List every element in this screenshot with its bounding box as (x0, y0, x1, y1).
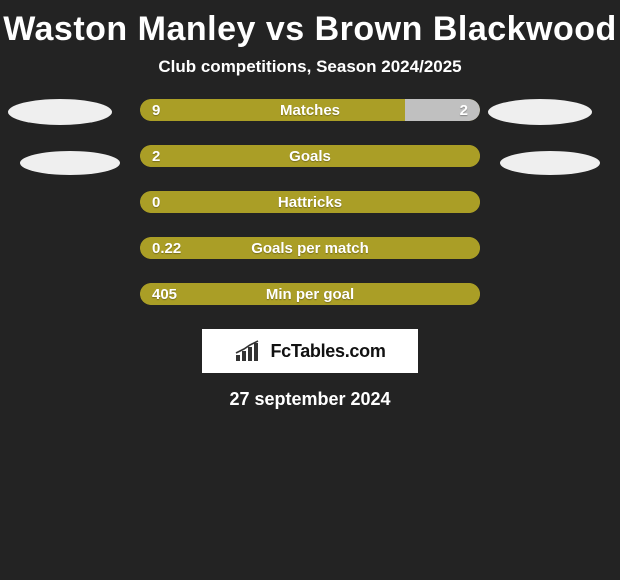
stat-label: Goals (140, 145, 480, 167)
chart-icon (234, 339, 264, 363)
decor-oval (8, 99, 112, 125)
stats-area: 92Matches 2Goals 0Hattricks 0.22Goals per m… (0, 99, 620, 305)
logo-badge: FcTables.com (202, 329, 418, 373)
stat-row: 0.22Goals per match (0, 237, 620, 259)
stat-row: 405Min per goal (0, 283, 620, 305)
page-title: Waston Manley vs Brown Blackwood (0, 4, 620, 57)
stat-row: 0Hattricks (0, 191, 620, 213)
stat-label: Matches (140, 99, 480, 121)
logo-text: FcTables.com (270, 341, 385, 362)
comparison-card: Waston Manley vs Brown Blackwood Club co… (0, 0, 620, 410)
stat-bar: 405Min per goal (140, 283, 480, 305)
stat-bar: 2Goals (140, 145, 480, 167)
stat-label: Min per goal (140, 283, 480, 305)
stat-label: Goals per match (140, 237, 480, 259)
decor-oval (20, 151, 120, 175)
stat-label: Hattricks (140, 191, 480, 213)
subtitle: Club competitions, Season 2024/2025 (0, 57, 620, 99)
decor-oval (488, 99, 592, 125)
stat-bar: 0.22Goals per match (140, 237, 480, 259)
stat-bar: 92Matches (140, 99, 480, 121)
stat-bar: 0Hattricks (140, 191, 480, 213)
date-label: 27 september 2024 (0, 373, 620, 410)
decor-oval (500, 151, 600, 175)
